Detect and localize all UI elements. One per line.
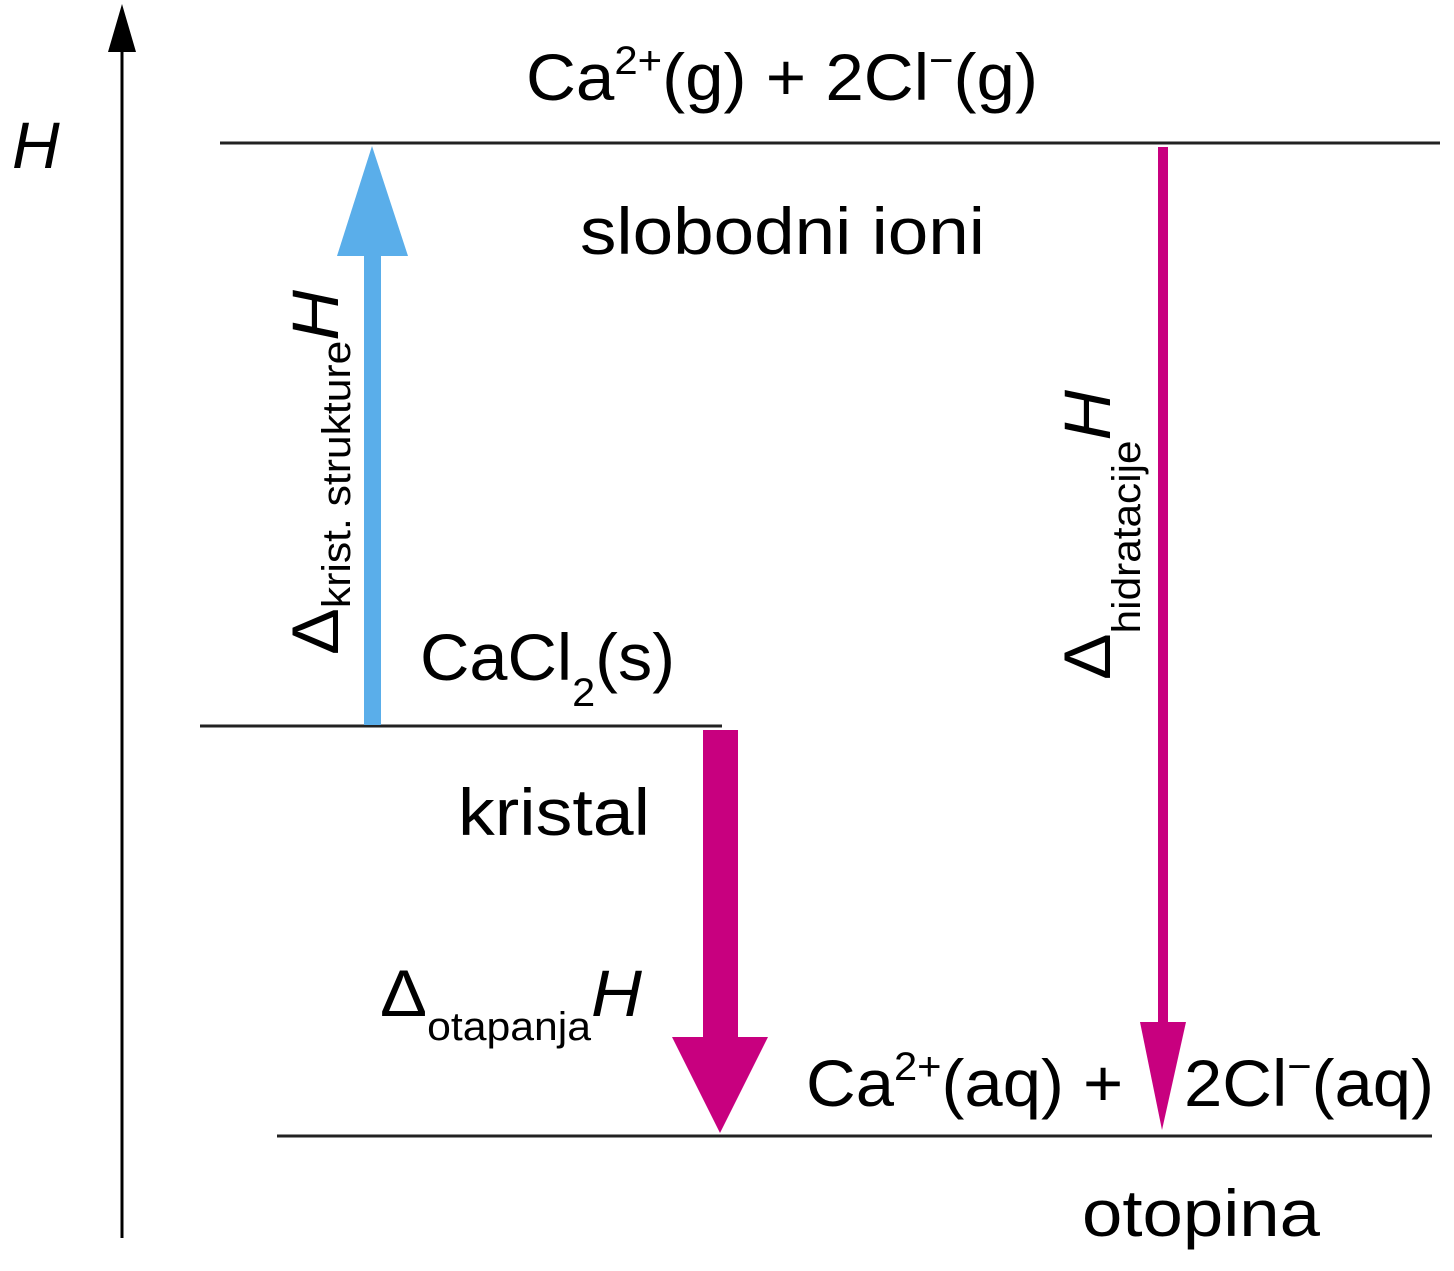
lattice-arrowhead-icon — [337, 146, 408, 256]
solution-enthalpy-label: Δotapanja H — [380, 956, 642, 1049]
axis-label: H — [12, 108, 60, 182]
lattice-arrow-shaft — [364, 250, 381, 725]
gas-level-caption: slobodni ioni — [580, 194, 985, 268]
aqueous-level-caption: otopina — [1082, 1176, 1320, 1250]
axis-arrowhead-icon — [108, 4, 136, 52]
solid-level-caption: kristal — [458, 775, 650, 849]
solution-arrow-shaft — [703, 730, 738, 1038]
gas-level-formula: Ca2+(g) + 2Cl −(g) — [526, 39, 1038, 114]
solution-arrowhead-icon — [672, 1037, 768, 1133]
hydration-arrow-shaft — [1158, 147, 1168, 1027]
aqueous-level-formula: Ca2+(aq) + 2Cl −(aq) — [806, 1045, 1434, 1120]
hydration-enthalpy-label: ΔhidratacijeH — [1050, 390, 1149, 680]
solid-level-formula: CaCl 2(s) — [420, 620, 675, 715]
lattice-enthalpy-label: Δkrist. struktureH — [278, 290, 359, 655]
hydration-arrowhead-icon — [1140, 1022, 1186, 1130]
